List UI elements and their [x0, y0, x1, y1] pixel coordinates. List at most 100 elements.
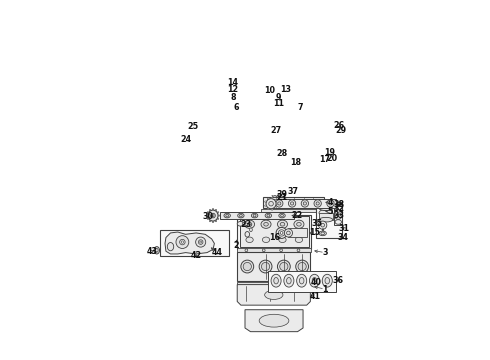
Text: 2: 2: [233, 241, 239, 250]
Ellipse shape: [247, 222, 252, 226]
Ellipse shape: [264, 222, 269, 226]
Ellipse shape: [294, 220, 304, 228]
Ellipse shape: [287, 278, 291, 284]
Ellipse shape: [276, 203, 278, 204]
Text: 13: 13: [281, 85, 292, 94]
Polygon shape: [196, 113, 215, 144]
Ellipse shape: [265, 201, 267, 202]
Text: 18: 18: [290, 158, 301, 167]
Bar: [237, 282, 310, 285]
Text: 22: 22: [291, 211, 302, 220]
Ellipse shape: [155, 248, 158, 252]
Ellipse shape: [268, 202, 270, 204]
Ellipse shape: [200, 241, 201, 243]
Ellipse shape: [279, 237, 286, 243]
Ellipse shape: [271, 197, 273, 198]
Text: 38: 38: [333, 200, 344, 209]
Ellipse shape: [237, 221, 244, 226]
Ellipse shape: [269, 96, 273, 98]
Ellipse shape: [275, 199, 276, 201]
Text: 27: 27: [270, 126, 281, 135]
Ellipse shape: [295, 237, 303, 243]
Ellipse shape: [318, 221, 327, 229]
Ellipse shape: [319, 217, 333, 222]
Ellipse shape: [271, 209, 273, 210]
Ellipse shape: [209, 220, 211, 222]
Ellipse shape: [322, 274, 332, 287]
Ellipse shape: [226, 214, 228, 217]
Ellipse shape: [202, 122, 210, 131]
Ellipse shape: [316, 202, 319, 205]
Ellipse shape: [243, 262, 251, 271]
Bar: [261, 209, 325, 212]
Text: 33: 33: [333, 211, 344, 220]
Ellipse shape: [266, 199, 276, 209]
Ellipse shape: [296, 260, 309, 273]
Ellipse shape: [301, 200, 309, 207]
Ellipse shape: [267, 198, 269, 199]
Text: 10: 10: [265, 86, 276, 95]
Text: 1: 1: [322, 285, 328, 294]
Ellipse shape: [321, 223, 324, 227]
Ellipse shape: [321, 232, 324, 235]
Ellipse shape: [215, 210, 217, 211]
Ellipse shape: [261, 220, 271, 228]
Text: 9: 9: [275, 93, 281, 102]
Ellipse shape: [246, 237, 253, 243]
Text: 40: 40: [310, 278, 321, 287]
Text: 24: 24: [180, 135, 191, 144]
Text: 16: 16: [269, 233, 280, 242]
Ellipse shape: [262, 237, 270, 243]
Ellipse shape: [245, 231, 249, 237]
Ellipse shape: [287, 231, 290, 235]
Ellipse shape: [276, 228, 287, 238]
Ellipse shape: [248, 224, 251, 226]
Ellipse shape: [265, 290, 283, 300]
Ellipse shape: [312, 278, 317, 284]
Ellipse shape: [319, 203, 333, 208]
Text: 37: 37: [288, 187, 298, 196]
Ellipse shape: [289, 200, 296, 207]
Ellipse shape: [218, 218, 219, 220]
Polygon shape: [165, 232, 215, 254]
Bar: [160, 230, 229, 256]
Bar: [237, 248, 311, 252]
Text: 39: 39: [276, 190, 287, 199]
Text: 35: 35: [311, 219, 322, 228]
Ellipse shape: [267, 201, 271, 205]
Text: 23: 23: [241, 220, 252, 229]
Text: 7: 7: [297, 103, 303, 112]
Ellipse shape: [275, 200, 283, 207]
Ellipse shape: [296, 222, 301, 226]
Ellipse shape: [319, 206, 333, 211]
Bar: [334, 206, 343, 225]
Ellipse shape: [246, 96, 250, 98]
Ellipse shape: [224, 213, 230, 218]
Ellipse shape: [284, 274, 294, 287]
Ellipse shape: [273, 193, 276, 196]
Bar: [263, 197, 324, 208]
Ellipse shape: [180, 239, 185, 245]
Ellipse shape: [267, 208, 269, 210]
Ellipse shape: [280, 231, 283, 234]
Ellipse shape: [271, 274, 281, 287]
Ellipse shape: [269, 108, 273, 109]
Text: 11: 11: [273, 99, 284, 108]
Ellipse shape: [299, 278, 304, 284]
Text: 19: 19: [324, 148, 335, 157]
Ellipse shape: [212, 221, 214, 222]
Ellipse shape: [265, 205, 267, 206]
Ellipse shape: [215, 220, 217, 222]
Text: 32: 32: [333, 204, 344, 213]
Ellipse shape: [245, 220, 255, 228]
Ellipse shape: [253, 214, 256, 217]
Text: 14: 14: [227, 78, 238, 87]
Ellipse shape: [207, 218, 209, 220]
Ellipse shape: [211, 213, 215, 218]
Polygon shape: [237, 285, 310, 305]
Ellipse shape: [274, 278, 278, 284]
Ellipse shape: [206, 215, 208, 216]
Text: 20: 20: [326, 154, 338, 163]
Ellipse shape: [242, 222, 245, 225]
Bar: [271, 199, 337, 208]
